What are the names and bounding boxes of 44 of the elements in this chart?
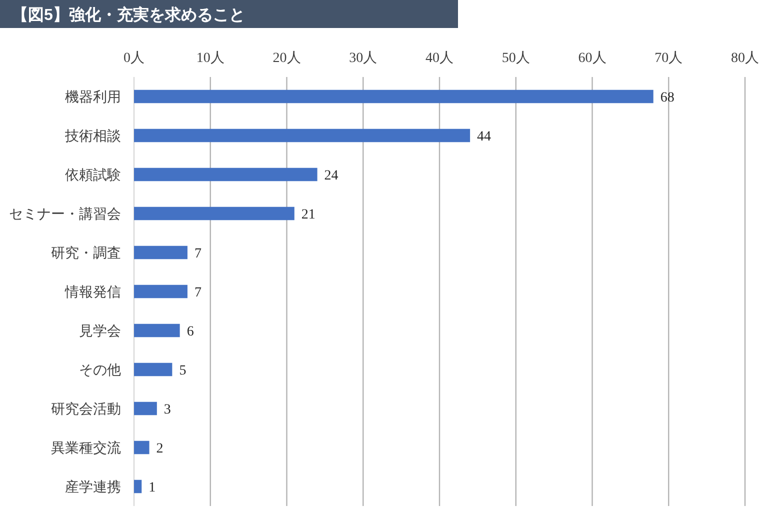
bar: [134, 206, 294, 220]
data-label: 44: [477, 130, 492, 144]
bar: [134, 362, 172, 376]
x-tick-label: 0人: [124, 50, 144, 66]
x-tick-label: 40人: [426, 50, 454, 66]
x-tick-label: 70人: [654, 50, 683, 66]
y-tick-label: 技術相談: [64, 128, 121, 144]
bar: [134, 440, 150, 454]
chart-title: 【図5】強化・充実を求めること: [12, 5, 245, 24]
data-label: 5: [179, 364, 186, 378]
y-tick-label: その他: [79, 362, 121, 378]
x-tick-label: 30人: [349, 50, 378, 66]
bar: [134, 246, 188, 260]
data-label: 7: [194, 246, 202, 262]
y-tick-label: 依頼試験: [65, 168, 121, 184]
x-tick-label: 60人: [578, 50, 606, 66]
data-label: 68: [660, 90, 674, 106]
bar: [134, 284, 188, 298]
y-tick-label: 機器利用: [65, 90, 121, 106]
bar: [134, 324, 180, 338]
y-tick-label: 見学会: [79, 324, 121, 340]
x-tick-label: 20人: [272, 50, 301, 66]
x-tick-label: 50人: [502, 50, 530, 66]
data-label: 7: [194, 286, 202, 300]
y-tick-label: 産学連携: [65, 480, 121, 496]
data-label: 21: [301, 208, 316, 222]
x-tick-label: 80人: [731, 50, 759, 66]
data-label: 6: [186, 324, 194, 340]
data-label: 3: [164, 402, 171, 418]
data-label: 2: [156, 442, 164, 456]
data-label: 1: [148, 480, 156, 496]
data-label: 24: [324, 168, 338, 184]
y-tick-label: セミナー・講習会: [9, 206, 121, 222]
bar: [134, 90, 654, 104]
bar: [134, 402, 157, 416]
y-tick-label: 研究会活動: [51, 402, 121, 418]
title: 【図5】強化・充実を求めること: [0, 0, 458, 28]
bar: [134, 480, 142, 494]
y-tick-label: 異業種交流: [51, 440, 121, 456]
x-tick-label: 10人: [196, 50, 224, 66]
bar: [134, 128, 470, 142]
y-tick-label: 研究・調査: [51, 246, 121, 262]
bar: [134, 168, 318, 182]
y-tick-label: 情報発信: [64, 284, 121, 300]
